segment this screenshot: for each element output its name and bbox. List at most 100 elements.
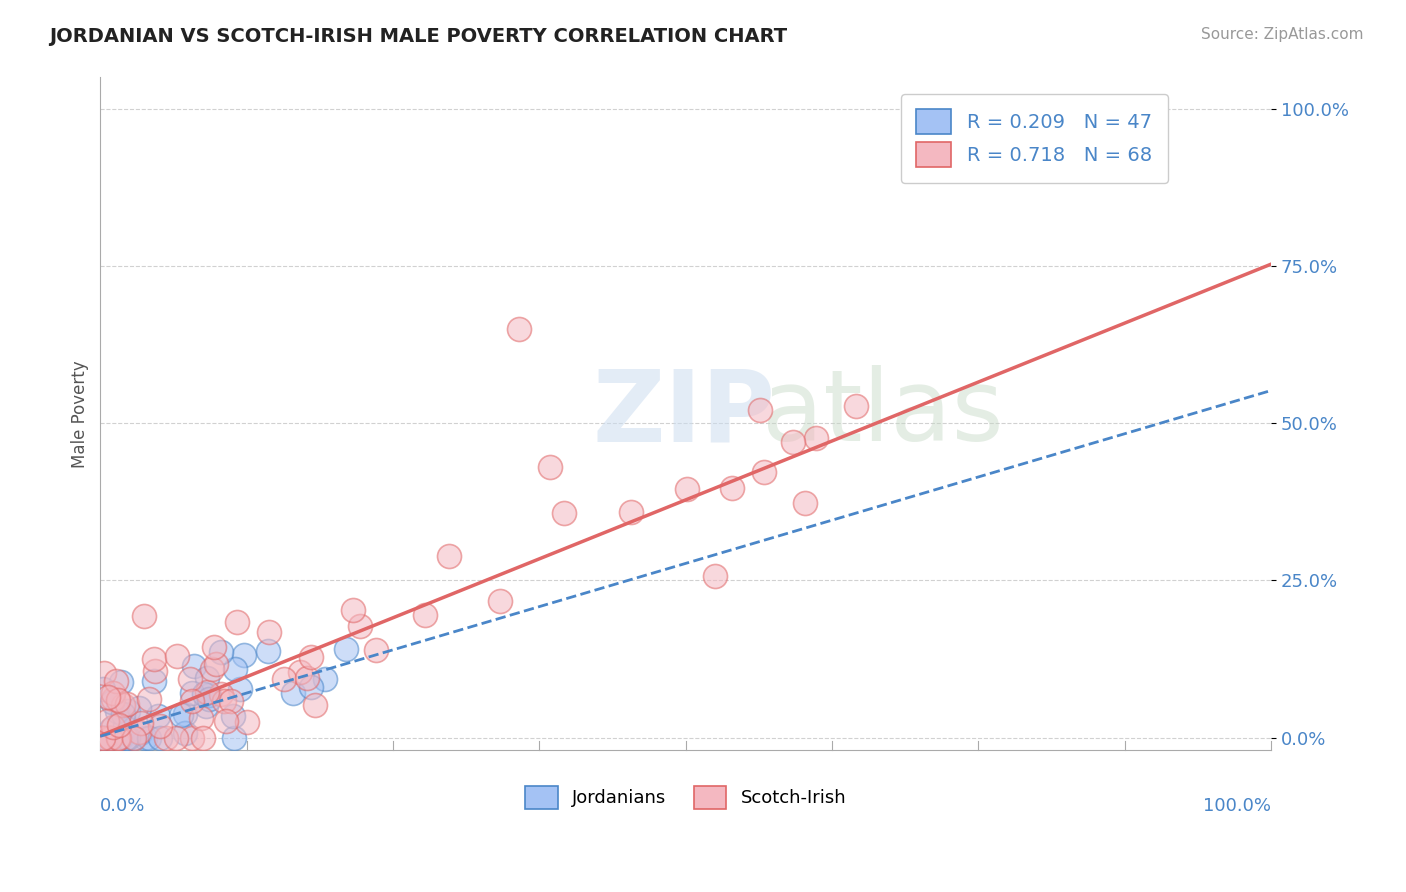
Point bbox=[117, 704, 139, 718]
Point bbox=[181, 694, 204, 708]
Point bbox=[233, 648, 256, 663]
Point bbox=[181, 686, 204, 700]
Point bbox=[288, 665, 311, 679]
Point bbox=[845, 399, 868, 413]
Point bbox=[314, 672, 336, 686]
Point bbox=[415, 608, 437, 623]
Point bbox=[226, 615, 249, 630]
Point bbox=[117, 731, 139, 745]
Point bbox=[794, 496, 817, 510]
Point bbox=[273, 672, 295, 686]
Point bbox=[98, 731, 121, 745]
Point bbox=[224, 662, 246, 676]
Point bbox=[129, 715, 152, 730]
Point bbox=[146, 708, 169, 723]
Point bbox=[138, 731, 160, 745]
Text: atlas: atlas bbox=[762, 365, 1004, 462]
Point bbox=[197, 672, 219, 686]
Point bbox=[100, 722, 122, 736]
Point bbox=[299, 650, 322, 665]
Point bbox=[281, 686, 304, 700]
Point bbox=[439, 549, 461, 563]
Point bbox=[98, 731, 121, 745]
Y-axis label: Male Poverty: Male Poverty bbox=[72, 360, 89, 467]
Point bbox=[295, 671, 318, 685]
Point bbox=[180, 731, 202, 745]
Point bbox=[197, 692, 219, 706]
Point bbox=[304, 698, 326, 712]
Point bbox=[201, 663, 224, 677]
Point bbox=[149, 719, 172, 733]
Point bbox=[91, 731, 114, 745]
Point bbox=[103, 692, 125, 706]
Point bbox=[111, 698, 134, 712]
Text: 0.0%: 0.0% bbox=[100, 797, 146, 815]
Point bbox=[202, 640, 225, 654]
Point bbox=[179, 672, 201, 686]
Point bbox=[124, 731, 146, 745]
Point bbox=[110, 731, 132, 745]
Point bbox=[224, 731, 246, 745]
Point bbox=[114, 720, 136, 734]
Point bbox=[132, 608, 155, 623]
Point bbox=[619, 505, 641, 519]
Point bbox=[553, 506, 575, 520]
Point bbox=[170, 708, 193, 723]
Point bbox=[704, 569, 727, 583]
Point bbox=[165, 731, 187, 745]
Point bbox=[205, 657, 228, 671]
Text: JORDANIAN VS SCOTCH-IRISH MALE POVERTY CORRELATION CHART: JORDANIAN VS SCOTCH-IRISH MALE POVERTY C… bbox=[49, 27, 787, 45]
Point bbox=[215, 714, 238, 728]
Legend: Jordanians, Scotch-Irish: Jordanians, Scotch-Irish bbox=[513, 773, 859, 822]
Point bbox=[222, 708, 245, 723]
Point bbox=[142, 674, 165, 689]
Point bbox=[111, 706, 134, 721]
Point bbox=[194, 699, 217, 714]
Text: Source: ZipAtlas.com: Source: ZipAtlas.com bbox=[1201, 27, 1364, 42]
Point bbox=[97, 731, 120, 745]
Point bbox=[364, 643, 387, 657]
Point bbox=[117, 697, 139, 711]
Point bbox=[121, 731, 143, 745]
Point bbox=[173, 726, 195, 740]
Point bbox=[93, 665, 115, 680]
Point bbox=[190, 711, 212, 725]
Point bbox=[183, 659, 205, 673]
Point bbox=[96, 714, 118, 729]
Point bbox=[98, 731, 121, 745]
Point bbox=[349, 619, 371, 633]
Point bbox=[128, 725, 150, 739]
Point bbox=[236, 714, 259, 729]
Point bbox=[754, 465, 776, 479]
Point bbox=[114, 716, 136, 731]
Point bbox=[299, 680, 322, 694]
Point bbox=[221, 694, 243, 708]
Point bbox=[107, 731, 129, 745]
Point bbox=[91, 731, 114, 745]
Point bbox=[335, 641, 357, 656]
Point bbox=[209, 688, 232, 702]
Point bbox=[91, 731, 114, 745]
Point bbox=[212, 694, 235, 708]
Point bbox=[97, 690, 120, 705]
Point bbox=[107, 731, 129, 745]
Point bbox=[197, 685, 219, 699]
Point bbox=[115, 731, 138, 745]
Text: 100.0%: 100.0% bbox=[1204, 797, 1271, 815]
Point bbox=[198, 688, 221, 702]
Point bbox=[143, 664, 166, 678]
Point bbox=[676, 482, 699, 496]
Point bbox=[155, 731, 177, 745]
Point bbox=[128, 700, 150, 714]
Point bbox=[107, 693, 129, 707]
Point bbox=[229, 681, 252, 696]
Point bbox=[138, 691, 160, 706]
Point bbox=[110, 675, 132, 690]
Point bbox=[193, 687, 215, 701]
Point bbox=[101, 695, 124, 709]
Point bbox=[342, 603, 364, 617]
Point bbox=[90, 731, 112, 745]
Point bbox=[538, 460, 561, 475]
Point bbox=[103, 686, 125, 700]
Point bbox=[104, 673, 127, 688]
